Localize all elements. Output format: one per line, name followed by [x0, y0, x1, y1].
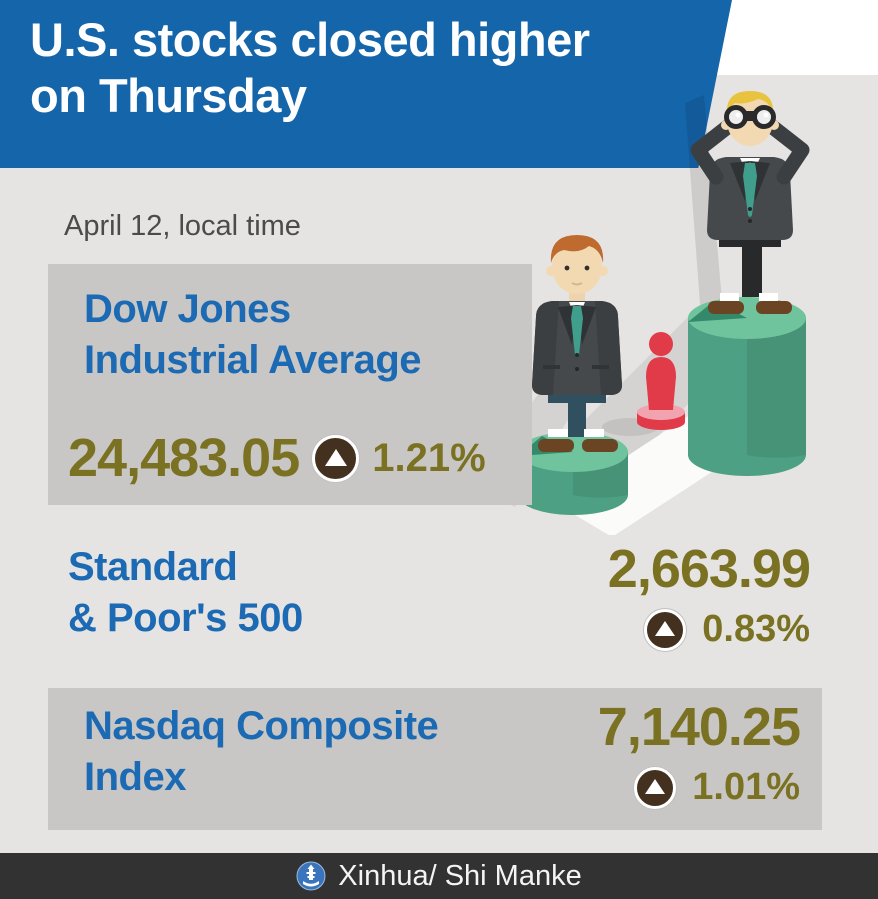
banner: U.S. stocks closed higher on Thursday [0, 0, 732, 168]
up-arrow-icon [312, 434, 360, 482]
index-value-stack: 7,140.25 1.01% [597, 696, 801, 809]
index-value-stack: 2,663.99 0.83% [607, 538, 811, 651]
page-title-line1: U.S. stocks closed higher [30, 13, 590, 66]
up-arrow-icon [644, 608, 687, 651]
index-name-line2: Industrial Average [84, 337, 422, 382]
up-arrow-triangle [645, 779, 666, 794]
index-name-line1: Nasdaq Composite [84, 704, 439, 748]
up-arrow-triangle [324, 448, 347, 466]
date-note: April 12, local time [64, 210, 301, 242]
index-value-row: 24,483.05 1.21% [68, 427, 486, 489]
sp500-section: Standard & Poor's 500 2,663.99 0.83% [48, 538, 822, 674]
index-value: 7,140.25 [597, 697, 801, 757]
nasdaq-section: Nasdaq Composite Index 7,140.25 1.01% [48, 688, 822, 830]
xinhua-logo [296, 861, 326, 891]
index-name-line2: Index [84, 754, 186, 799]
up-arrow-triangle [655, 621, 676, 636]
page-title-line2: on Thursday [30, 69, 307, 123]
footer-bar: Xinhua/ Shi Manke [0, 853, 878, 899]
index-value: 2,663.99 [607, 539, 811, 599]
index-name: Dow Jones Industrial Average [84, 284, 532, 386]
index-name-line1: Dow Jones [84, 287, 291, 331]
change-percent: 0.83% [702, 608, 810, 650]
change-row: 0.83% [608, 608, 810, 651]
change-percent: 1.01% [692, 766, 800, 808]
index-value: 24,483.05 [68, 428, 300, 488]
change-row: 1.01% [598, 766, 800, 809]
footer-credit: Xinhua/ Shi Manke [338, 859, 582, 892]
index-name: Nasdaq Composite Index [84, 701, 822, 803]
page-title: U.S. stocks closed higher on Thursday [0, 0, 732, 125]
index-name: Standard & Poor's 500 [68, 542, 303, 644]
up-arrow-icon [634, 766, 677, 809]
index-name-line1: Standard [68, 545, 238, 589]
index-name-line2: & Poor's 500 [68, 595, 303, 640]
change-percent: 1.21% [372, 435, 486, 480]
dow-jones-section: Dow Jones Industrial Average 24,483.05 1… [48, 264, 532, 505]
